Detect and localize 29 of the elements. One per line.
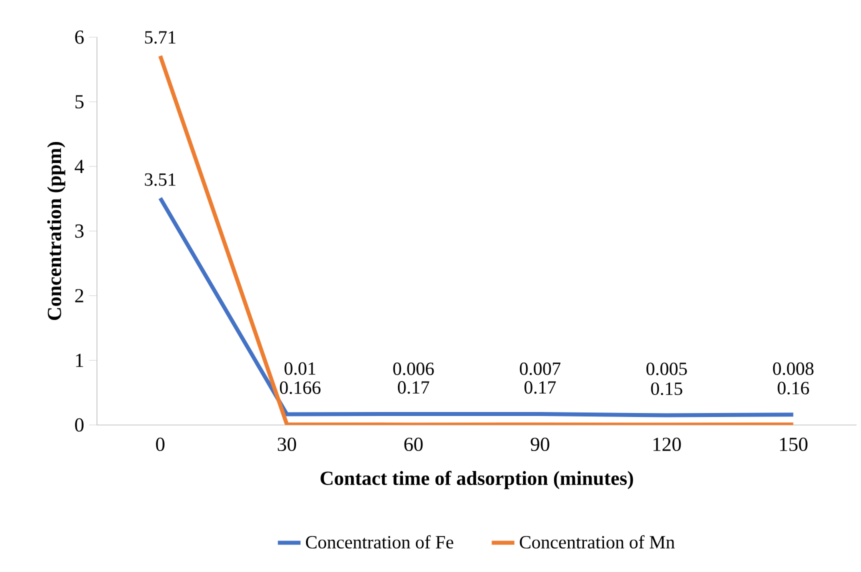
y-tick-label: 2 bbox=[75, 288, 84, 302]
y-axis-title: Concentration (ppm) bbox=[47, 142, 66, 320]
data-label: 0.17 bbox=[524, 380, 556, 394]
data-label: 0.166 bbox=[280, 381, 321, 394]
x-axis-title: Contact time of adsorption (minutes) bbox=[320, 470, 634, 489]
data-label: 0.007 bbox=[520, 362, 560, 375]
data-label: 0.01 bbox=[284, 362, 316, 375]
data-label: 0.008 bbox=[773, 362, 814, 375]
legend-label: Concentration of Mn bbox=[520, 535, 675, 548]
data-label: 0.16 bbox=[778, 382, 809, 394]
x-tick-label: 120 bbox=[653, 437, 681, 451]
y-tick-label: 1 bbox=[76, 354, 84, 367]
data-label: 0.006 bbox=[393, 362, 434, 375]
x-tick-label: 30 bbox=[278, 437, 296, 451]
x-tick-label: 60 bbox=[404, 437, 423, 451]
x-tick-label: 150 bbox=[780, 437, 808, 451]
x-tick-label: 90 bbox=[530, 437, 550, 451]
x-tick-label: 0 bbox=[156, 437, 164, 451]
y-tick-label: 3 bbox=[75, 224, 84, 238]
y-tick-label: 0 bbox=[75, 418, 84, 432]
data-label: 0.17 bbox=[398, 380, 430, 394]
y-tick-label: 5 bbox=[76, 95, 84, 108]
data-label: 0.15 bbox=[651, 382, 682, 395]
legend-label: Concentration of Fe bbox=[306, 535, 454, 548]
data-label: 3.51 bbox=[144, 173, 176, 186]
data-label: 5.71 bbox=[145, 30, 176, 44]
y-tick-label: 4 bbox=[74, 160, 84, 173]
y-tick-label: 6 bbox=[75, 30, 84, 44]
data-label: 0.005 bbox=[646, 362, 687, 376]
